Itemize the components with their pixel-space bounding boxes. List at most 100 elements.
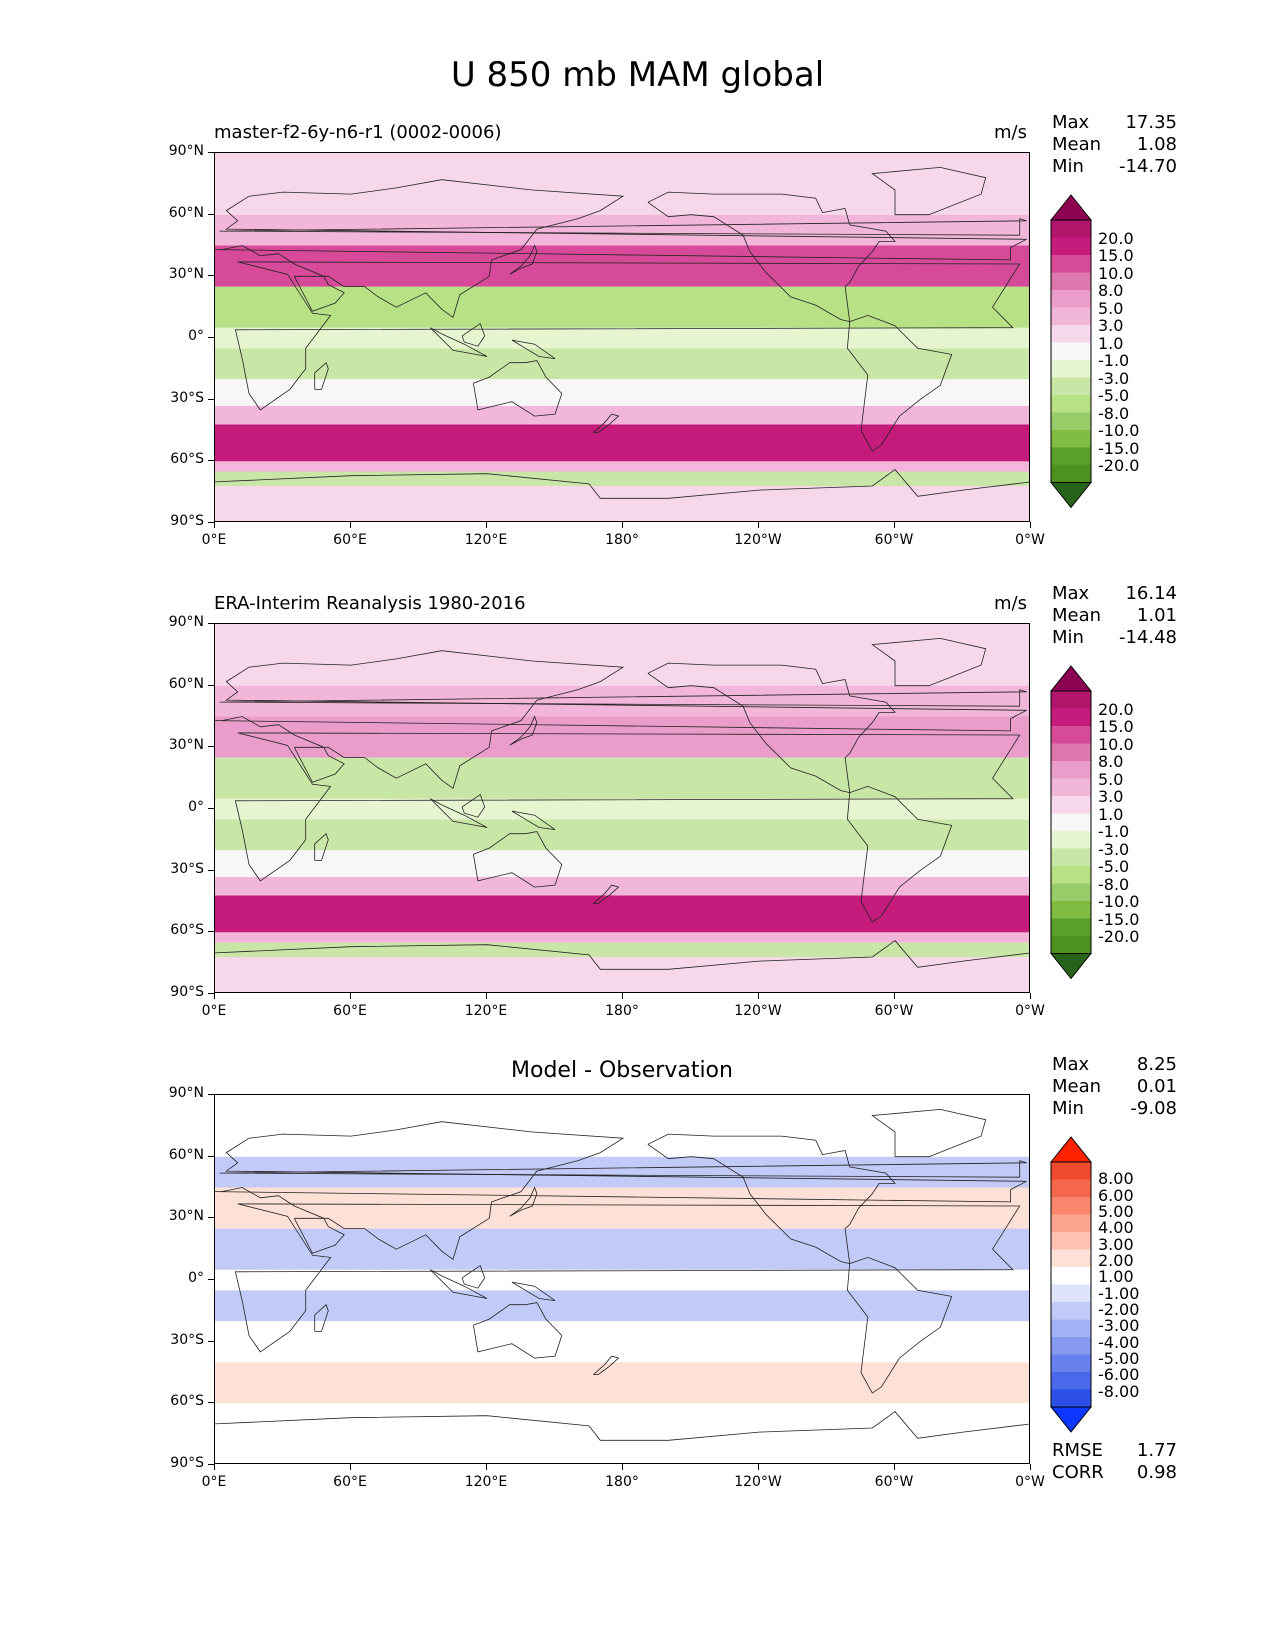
colorbar-tick-label: -3.0 xyxy=(1098,368,1130,388)
colorbar-tick-label: -8.0 xyxy=(1098,874,1130,894)
xtick-label: 180° xyxy=(605,1003,639,1019)
stat-max-label: Max xyxy=(1052,1054,1090,1075)
ytick-label: 30°N xyxy=(168,737,204,754)
colorbar-tick-label: 3.0 xyxy=(1098,316,1124,335)
ytick-mark xyxy=(208,152,214,153)
xtick-mark xyxy=(894,522,895,528)
stat-mean-value: 1.01 xyxy=(1136,605,1177,626)
colorbar-swatch xyxy=(1051,1284,1091,1303)
ytick-label: 60°N xyxy=(168,204,204,221)
ytick-label: 60°S xyxy=(170,451,204,468)
xtick-mark xyxy=(350,522,351,528)
stat-min-value: -9.08 xyxy=(1130,1098,1177,1119)
colorbar-tick-label: 5.0 xyxy=(1098,298,1124,318)
ytick-label: 90°S xyxy=(170,513,204,529)
colorbar-tick-label: -8.00 xyxy=(1098,1381,1140,1401)
field-band-5 xyxy=(215,379,1029,406)
map-svg xyxy=(215,1095,1029,1463)
colorbar xyxy=(1050,665,1093,980)
ytick-mark xyxy=(208,1464,214,1465)
colorbar-swatch xyxy=(1051,1197,1091,1215)
colorbar-tick-label: 8.0 xyxy=(1098,281,1124,300)
ytick-mark xyxy=(208,931,214,933)
field-band-8 xyxy=(215,286,1029,328)
field-band-5 xyxy=(215,1269,1029,1291)
colorbar-swatch xyxy=(1051,1249,1091,1268)
colorbar-swatch xyxy=(1051,1179,1091,1198)
metric-corr-value: 0.98 xyxy=(1136,1462,1177,1483)
colorbar-swatch xyxy=(1051,220,1091,238)
ytick-mark xyxy=(208,623,214,624)
stat-max-value: 16.14 xyxy=(1125,583,1177,604)
colorbar-tick-label: -5.00 xyxy=(1098,1349,1140,1368)
xtick-mark xyxy=(758,1464,759,1470)
field-band-6 xyxy=(215,819,1029,851)
field-band-7 xyxy=(215,798,1029,820)
xtick-mark xyxy=(1030,1464,1031,1470)
stat-mean-label: Mean xyxy=(1052,1076,1102,1097)
stat-mean-label: Mean xyxy=(1052,605,1102,626)
ytick-mark xyxy=(208,337,214,338)
colorbar-tick-label: 5.00 xyxy=(1098,1202,1134,1221)
ytick-mark xyxy=(208,1402,214,1404)
colorbar-swatch xyxy=(1051,761,1091,779)
field-band-9 xyxy=(215,245,1029,287)
colorbar-extend-max xyxy=(1050,1136,1093,1163)
colorbar-swatch xyxy=(1051,360,1091,378)
ytick-label: 30°N xyxy=(168,1208,204,1225)
stat-min-label: Min xyxy=(1052,627,1084,648)
colorbar-swatch xyxy=(1051,1372,1091,1390)
xtick-label: 120°E xyxy=(464,1474,508,1490)
xtick-label: 120°E xyxy=(464,1003,508,1019)
ytick-label: 90°N xyxy=(168,1085,204,1101)
colorbar-tick-label: -10.0 xyxy=(1098,421,1140,440)
colorbar-swatch xyxy=(1051,1337,1091,1355)
colorbar-tick-label: 10.0 xyxy=(1098,263,1134,283)
coastlines xyxy=(215,166,1029,499)
ytick-label: 30°S xyxy=(170,389,204,406)
colorbar-tick-label: -1.0 xyxy=(1098,351,1130,370)
field-band-3 xyxy=(215,1321,1029,1363)
colorbar-tick-label: -3.0 xyxy=(1098,839,1130,859)
xtick-label: 0°W xyxy=(1015,532,1045,548)
field-band-3 xyxy=(215,424,1029,462)
colorbar-swatch xyxy=(1051,1214,1091,1233)
ytick-label: 0° xyxy=(188,328,204,344)
colorbar-tick-label: 15.0 xyxy=(1098,246,1134,265)
stat-max-label: Max xyxy=(1052,112,1090,133)
xtick-label: 0°W xyxy=(1015,1474,1045,1490)
colorbar-swatch xyxy=(1051,743,1091,762)
xtick-label: 60°E xyxy=(333,532,367,548)
stat-min-value: -14.48 xyxy=(1118,627,1177,648)
colorbar-swatch xyxy=(1051,1354,1091,1373)
colorbar-extend-max xyxy=(1050,194,1093,221)
field-band-4 xyxy=(215,1290,1029,1322)
colorbar-tick-label: 5.0 xyxy=(1098,769,1124,789)
colorbar-tick-label: 3.0 xyxy=(1098,787,1124,806)
stat-mean-label: Mean xyxy=(1052,134,1102,155)
colorbar-swatch xyxy=(1051,307,1091,326)
coastlines xyxy=(215,1108,1029,1441)
colorbar xyxy=(1050,194,1093,509)
colorbar-swatch xyxy=(1051,412,1091,431)
field-band-0 xyxy=(215,957,1029,992)
metric-corr-label: CORR xyxy=(1052,1462,1104,1483)
colorbar-swatch xyxy=(1051,377,1091,396)
xtick-mark xyxy=(486,522,487,528)
field-band-6 xyxy=(215,1228,1029,1270)
ytick-mark xyxy=(208,275,214,277)
xtick-mark xyxy=(622,522,623,528)
ytick-label: 90°S xyxy=(170,984,204,1000)
field-band-2 xyxy=(215,1362,1029,1404)
colorbar-swatch xyxy=(1051,918,1091,937)
ytick-label: 30°N xyxy=(168,266,204,283)
xtick-label: 0°E xyxy=(201,1474,227,1490)
xtick-label: 180° xyxy=(605,532,639,548)
xtick-label: 0°E xyxy=(201,1003,227,1019)
field-band-8 xyxy=(215,1156,1029,1188)
xtick-mark xyxy=(622,1464,623,1470)
stat-min-value: -14.70 xyxy=(1118,156,1177,177)
field-band-10 xyxy=(215,685,1029,717)
colorbar-tick-label: 20.0 xyxy=(1098,228,1134,248)
colorbar-tick-label: 1.0 xyxy=(1098,804,1124,824)
